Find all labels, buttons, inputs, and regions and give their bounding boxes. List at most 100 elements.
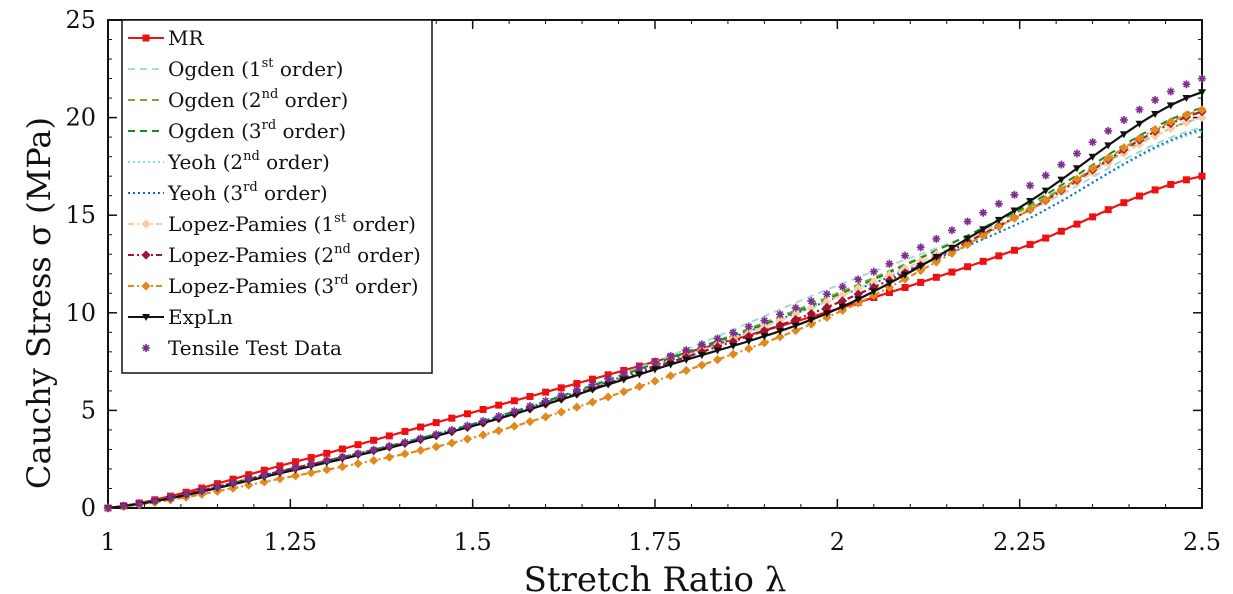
- data-point: [182, 490, 191, 499]
- data-point: [588, 380, 597, 389]
- data-point: [791, 326, 801, 336]
- data-point: [869, 288, 878, 296]
- data-point: [994, 222, 1004, 232]
- data-point: [1026, 181, 1035, 190]
- data-point: [197, 486, 206, 495]
- data-point: [307, 460, 316, 469]
- data-point: [947, 226, 956, 235]
- data-point: [1198, 172, 1206, 180]
- data-point: [838, 303, 847, 311]
- legend-swatch-marker: [142, 34, 150, 42]
- data-point: [1104, 126, 1113, 135]
- data-point: [588, 386, 597, 394]
- data-point: [354, 441, 362, 449]
- legend-entry: Lopez-Pamies (2nd order): [128, 242, 421, 267]
- data-point: [1119, 115, 1128, 124]
- data-point: [542, 388, 550, 396]
- y-tick-label: 0: [81, 494, 96, 522]
- data-point: [510, 407, 519, 416]
- data-point: [587, 397, 598, 407]
- data-point: [119, 502, 128, 511]
- data-point: [822, 290, 831, 299]
- y-tick-label: 10: [65, 299, 96, 327]
- data-point: [275, 474, 285, 484]
- data-point: [979, 257, 987, 265]
- x-tick-label: 2: [830, 528, 845, 556]
- data-point: [353, 459, 363, 469]
- data-point: [791, 322, 800, 330]
- legend-label: Ogden (2nd order): [168, 87, 348, 112]
- data-point: [478, 430, 488, 440]
- data-point: [932, 234, 941, 243]
- data-point: [572, 402, 582, 412]
- data-point: [1135, 192, 1143, 200]
- y-tick-label: 25: [65, 6, 96, 34]
- data-point: [322, 456, 331, 465]
- data-point: [509, 421, 519, 431]
- legend-swatch-marker: [142, 344, 150, 352]
- data-point: [822, 312, 832, 323]
- legend-label: Ogden (3rd order): [168, 118, 346, 143]
- y-tick-label: 20: [65, 104, 96, 132]
- data-point: [1198, 74, 1206, 83]
- data-point: [432, 430, 441, 439]
- data-point: [729, 342, 738, 350]
- data-point: [1150, 125, 1160, 135]
- data-point: [806, 319, 816, 329]
- data-point: [290, 471, 301, 481]
- data-point: [978, 231, 988, 241]
- data-point: [948, 268, 956, 276]
- data-point: [322, 465, 332, 475]
- legend-entry: Ogden (1st order): [128, 56, 343, 81]
- data-point: [775, 332, 785, 342]
- data-point: [791, 303, 800, 312]
- legend-entry: Ogden (2nd order): [128, 87, 348, 112]
- data-point: [807, 316, 816, 324]
- data-point: [760, 316, 769, 325]
- y-tick-label: 5: [81, 396, 96, 424]
- data-point: [760, 333, 769, 341]
- data-point: [1166, 124, 1176, 134]
- data-point: [1057, 160, 1066, 169]
- data-point: [994, 199, 1003, 208]
- legend-swatch-marker: [141, 281, 151, 291]
- x-tick-label: 2.25: [993, 528, 1046, 556]
- data-point: [1151, 96, 1160, 105]
- data-point: [697, 340, 706, 349]
- data-point: [979, 208, 988, 217]
- data-point: [1135, 120, 1144, 128]
- data-point: [463, 421, 472, 430]
- x-tick-label: 1: [100, 528, 115, 556]
- data-point: [479, 405, 487, 413]
- data-point: [447, 426, 456, 435]
- x-tick-label: 1.75: [628, 528, 681, 556]
- data-point: [744, 338, 753, 346]
- data-point: [712, 355, 723, 365]
- data-point: [1181, 110, 1191, 120]
- data-point: [1056, 184, 1066, 195]
- legend: MR Ogden (1st order) Ogden (2nd order) Ogde…: [121, 19, 433, 374]
- data-point: [1167, 180, 1175, 188]
- series-tensile-test-data: [104, 74, 1206, 512]
- data-point: [354, 449, 363, 458]
- data-point: [1089, 213, 1097, 221]
- data-point: [1088, 138, 1097, 147]
- legend-label: ExpLn: [168, 305, 233, 329]
- data-point: [260, 471, 269, 480]
- data-point: [932, 273, 940, 281]
- data-point: [697, 352, 706, 360]
- data-point: [931, 257, 941, 267]
- legend-entry: Lopez-Pamies (1st order): [128, 211, 416, 236]
- data-point: [901, 251, 910, 260]
- data-point: [416, 445, 426, 455]
- legend-label: Tensile Test Data: [168, 336, 342, 360]
- data-point: [1151, 186, 1159, 194]
- data-point: [306, 468, 316, 478]
- data-point: [963, 235, 972, 243]
- data-point: [525, 417, 535, 427]
- data-point: [885, 280, 894, 288]
- data-point: [1073, 220, 1081, 228]
- data-point: [400, 449, 410, 459]
- data-point: [963, 217, 972, 226]
- data-point: [917, 278, 925, 286]
